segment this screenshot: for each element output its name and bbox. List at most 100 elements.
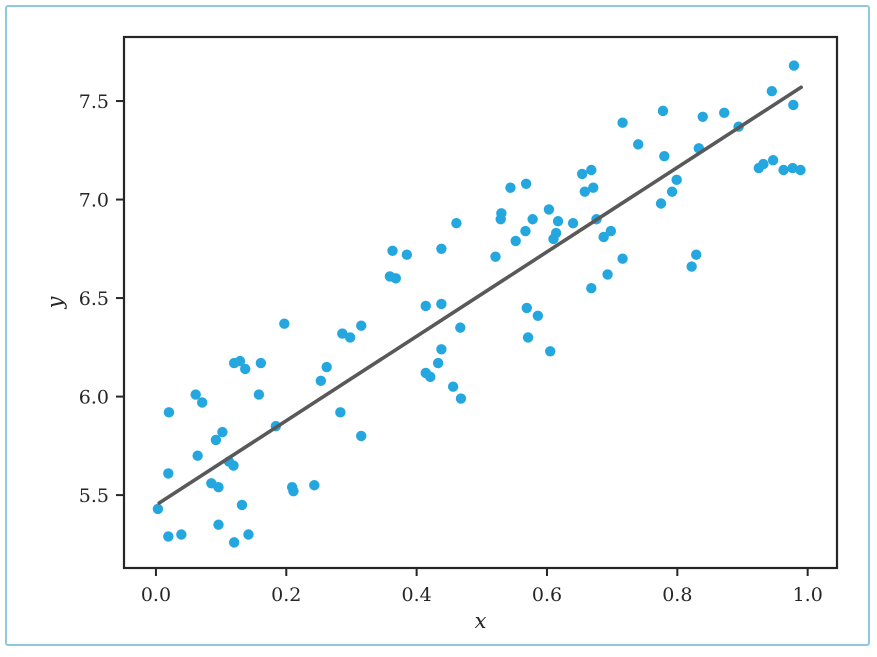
scatter-point (432, 357, 444, 369)
scatter-point (436, 344, 447, 355)
scatter-point (657, 105, 669, 117)
scatter-point (321, 361, 332, 373)
trend-line (157, 85, 803, 505)
scatter-point (309, 480, 320, 491)
x-axis-tick-label: 0.6 (532, 584, 562, 606)
scatter-point (758, 158, 769, 170)
scatter-point (490, 251, 501, 262)
scatter-point (228, 460, 239, 471)
scatter-point (152, 503, 164, 515)
y-axis-tick-label: 6.5 (79, 288, 109, 310)
scatter-point (719, 107, 730, 119)
scatter-point (210, 434, 222, 446)
scatter-point (659, 151, 670, 162)
scatter-point (190, 389, 201, 400)
y-axis-tick-label: 5.5 (79, 485, 109, 507)
scatter-point (234, 355, 246, 367)
y-axis-tick-label: 7.5 (79, 91, 109, 113)
scatter-point (344, 332, 356, 343)
scatter-point (543, 204, 555, 215)
scatter-point (420, 300, 431, 312)
scatter-point (451, 217, 462, 229)
scatter-point (686, 261, 697, 272)
scatter-point (447, 381, 459, 392)
scatter-point (586, 164, 597, 176)
scatter-point (548, 233, 559, 245)
scatter-point (788, 60, 800, 71)
scatter-point (655, 198, 667, 209)
scatter-point (163, 468, 174, 479)
scatter-point (510, 235, 521, 247)
scatter-point (617, 117, 628, 128)
scatter-point (795, 164, 806, 176)
scatter-point (425, 371, 436, 383)
scatter-point (602, 269, 613, 280)
scatter-point (588, 182, 599, 193)
scatter-point (213, 519, 224, 530)
scatter-point (527, 214, 538, 225)
y-axis-tick-label: 6.0 (79, 387, 109, 409)
scatter-point (567, 217, 579, 229)
scatter-point (253, 389, 265, 400)
scatter-point (197, 397, 208, 408)
scatter-point (552, 216, 564, 227)
y-axis-label: y (43, 295, 67, 309)
scatter-point (697, 111, 708, 122)
scatter-point (288, 485, 299, 497)
scatter-point (787, 162, 798, 174)
scatter-point (605, 225, 617, 237)
scatter-point (691, 249, 702, 260)
scatter-point (163, 531, 174, 542)
scatter-point (520, 178, 532, 189)
scatter-point (576, 168, 588, 180)
y-axis-tick-label: 7.0 (79, 190, 109, 212)
scatter-point (315, 375, 327, 387)
scatter-point (671, 174, 682, 186)
scatter-point (176, 529, 187, 540)
scatter-point (228, 537, 240, 548)
scatter-point (335, 407, 346, 418)
scatter-point (192, 450, 203, 461)
scatter-point (788, 99, 799, 111)
scatter-point (356, 320, 367, 331)
scatter-point (766, 85, 778, 97)
scatter-point (255, 357, 267, 369)
scatter-point (579, 186, 590, 197)
scatter-point (617, 253, 628, 264)
scatter-point (666, 186, 678, 197)
scatter-point (213, 482, 224, 493)
x-axis-label: x (475, 609, 487, 633)
scatter-point (217, 426, 228, 438)
x-axis-tick-label: 0.8 (662, 584, 692, 606)
scatter-point (240, 363, 251, 375)
scatter-point (387, 245, 398, 256)
scatter-point (545, 346, 556, 357)
x-axis-tick-label: 0.2 (271, 584, 301, 606)
scatter-point (279, 318, 290, 329)
scatter-point (356, 430, 367, 442)
scatter-point (520, 225, 531, 237)
x-axis-tick-label: 1.0 (793, 584, 823, 606)
scatter-point (778, 164, 789, 176)
scatter-point (236, 499, 248, 511)
x-axis-tick-label: 0.0 (141, 584, 171, 606)
scatter-point (586, 283, 597, 294)
scatter-point (505, 182, 516, 193)
scatter-point (401, 249, 413, 260)
plot-border (122, 35, 839, 570)
scatter-point (598, 231, 609, 243)
scatter-point (532, 310, 544, 321)
scatter-point (337, 328, 348, 339)
scatter-point (436, 243, 447, 255)
scatter-point (522, 332, 534, 343)
scatter-point (495, 214, 506, 225)
scatter-point (455, 322, 466, 333)
scatter-point (390, 273, 401, 284)
scatter-point (163, 407, 175, 418)
scatter-point (767, 154, 779, 166)
scatter-point (243, 529, 254, 540)
scatter-point (521, 302, 532, 314)
scatter-point (633, 139, 644, 150)
